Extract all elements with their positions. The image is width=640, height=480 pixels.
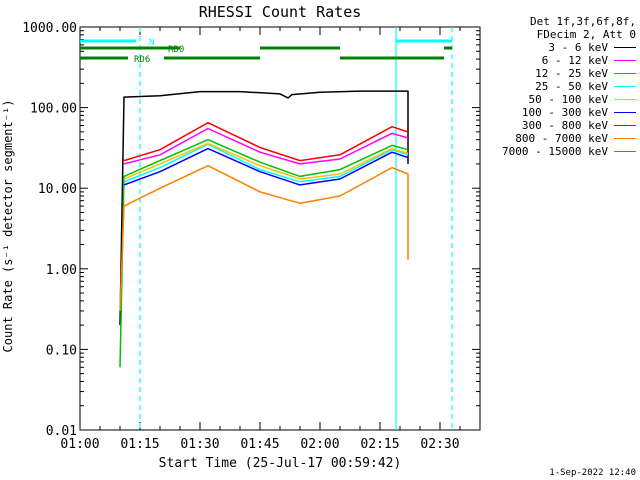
- y-tick-label: 100.00: [30, 102, 77, 117]
- legend-header-line-2: FDecim 2, Att 0: [536, 28, 636, 41]
- legend-item-label: 3 - 6 keV: [548, 41, 608, 54]
- y-tick-label: 10.00: [38, 182, 77, 197]
- series-line: [119, 90, 409, 326]
- legend-item-label: 12 - 25 keV: [535, 67, 608, 80]
- legend-swatch: [614, 60, 636, 61]
- legend-item: 3 - 6 keV: [476, 41, 636, 54]
- legend-item-label: 7000 - 15000 keV: [502, 145, 608, 158]
- legend-swatch: [614, 125, 636, 126]
- flag-bar-label: N: [149, 38, 154, 48]
- legend-item: 50 - 100 keV: [476, 93, 636, 106]
- series-line: [123, 147, 409, 186]
- legend-item-label: 300 - 800 keV: [521, 119, 608, 132]
- y-axis-label: Count Rate (s⁻¹ detector segment⁻¹): [1, 100, 15, 353]
- x-tick-label: 02:30: [420, 437, 459, 452]
- flag-bar-label: RD0: [168, 45, 184, 55]
- series-line: [123, 121, 409, 162]
- legend-item-label: 50 - 100 keV: [528, 93, 608, 106]
- legend-swatch: [614, 138, 636, 139]
- legend-item: 6 - 12 keV: [476, 54, 636, 67]
- legend-swatch: [614, 151, 636, 152]
- series-line: [123, 142, 409, 180]
- x-tick-label: 02:15: [360, 437, 399, 452]
- legend-swatch: [614, 47, 636, 48]
- legend-item: 300 - 800 keV: [476, 119, 636, 132]
- legend-item: 12 - 25 keV: [476, 67, 636, 80]
- legend-item: 100 - 300 keV: [476, 106, 636, 119]
- series-line: [123, 127, 409, 165]
- series-line: [119, 164, 409, 311]
- legend-swatch: [614, 86, 636, 87]
- x-tick-label: 02:00: [300, 437, 339, 452]
- legend-item: 25 - 50 keV: [476, 80, 636, 93]
- legend-item-label: 25 - 50 keV: [535, 80, 608, 93]
- x-tick-label: 01:15: [120, 437, 159, 452]
- y-tick-label: 0.10: [46, 343, 77, 358]
- legend-item: 800 - 7000 keV: [476, 132, 636, 145]
- legend-swatch: [614, 99, 636, 100]
- series-line: [123, 143, 409, 183]
- footer-date: 1-Sep-2022 12:40: [549, 468, 636, 478]
- y-tick-label: 1.00: [46, 263, 77, 278]
- legend-item-label: 800 - 7000 keV: [515, 132, 608, 145]
- x-tick-label: 01:00: [60, 437, 99, 452]
- legend-item-label: 100 - 300 keV: [521, 106, 608, 119]
- x-tick-label: 01:45: [240, 437, 279, 452]
- flag-bar-label: RD6: [134, 55, 150, 65]
- legend: Det 1f,3f,6f,8f, FDecim 2, Att 0 3 - 6 k…: [476, 15, 636, 158]
- x-tick-label: 01:30: [180, 437, 219, 452]
- legend-swatch: [614, 73, 636, 74]
- y-tick-label: 1000.00: [22, 21, 77, 36]
- x-axis-label: Start Time (25-Jul-17 00:59:42): [159, 456, 402, 471]
- legend-item-label: 6 - 12 keV: [541, 54, 608, 67]
- series-line: [119, 138, 409, 368]
- legend-header-line-1: Det 1f,3f,6f,8f,: [530, 15, 636, 28]
- legend-swatch: [614, 112, 636, 113]
- legend-item: 7000 - 15000 keV: [476, 145, 636, 158]
- chart-title: RHESSI Count Rates: [199, 3, 362, 21]
- y-tick-label: 0.01: [46, 424, 77, 439]
- plot-area: 0.01 0.10 1.00 10.00 100.00 1000.00 01:00 01:15…: [22, 21, 481, 452]
